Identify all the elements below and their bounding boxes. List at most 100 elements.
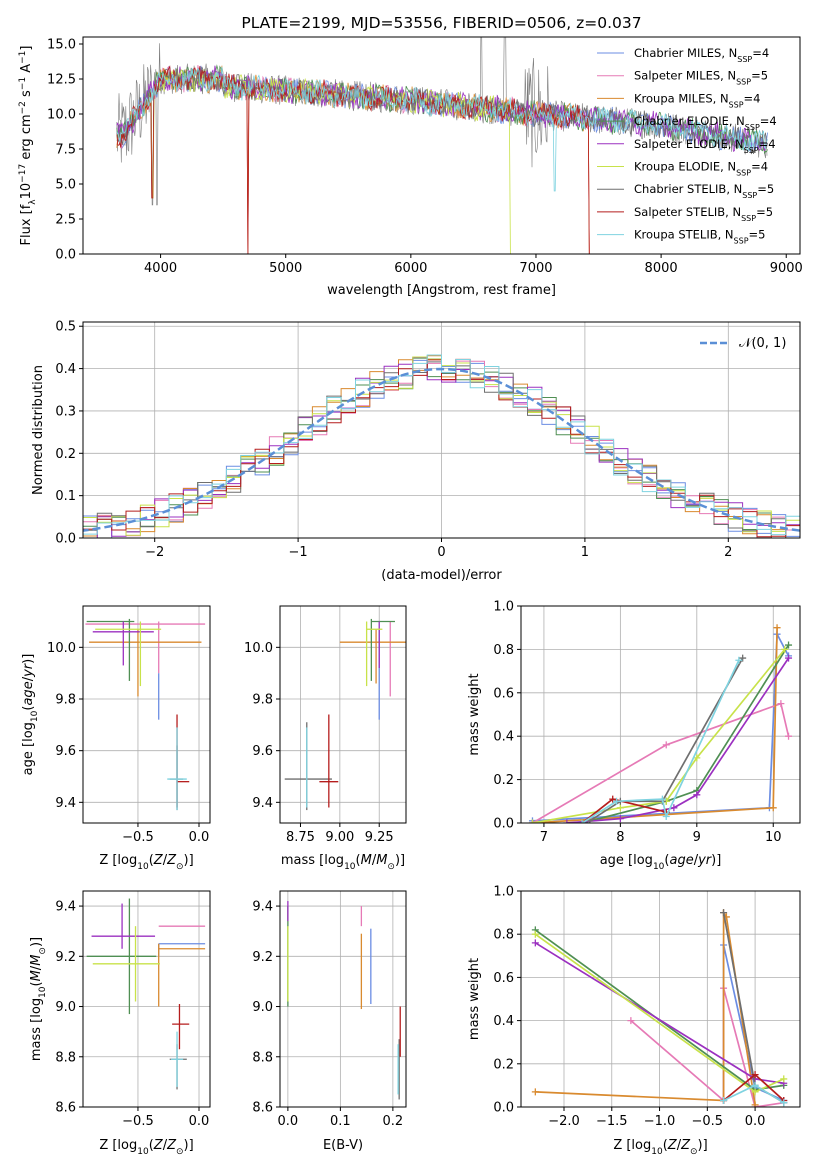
y-tick-label: 8.6 bbox=[55, 1101, 76, 1116]
weight-marker bbox=[662, 741, 670, 749]
label-part: )] bbox=[184, 1138, 194, 1153]
weight-marker bbox=[773, 624, 781, 632]
y-tick-label: 5.0 bbox=[55, 178, 76, 193]
residual-axes: −2 −1 0 1 2 0.0 0.1 0.2 0.3 0.4 0.5 (data-model)/er… bbox=[31, 320, 801, 583]
label-part: ( bbox=[149, 1138, 154, 1153]
legend-entry: Kroupa STELIB, NSSP=5 bbox=[634, 228, 765, 246]
axes-frame bbox=[82, 36, 801, 255]
weight-line bbox=[532, 702, 790, 823]
label-part: ⊙ bbox=[690, 1147, 698, 1157]
weight-marker bbox=[735, 656, 743, 664]
x-tick-label: 9 bbox=[693, 830, 701, 845]
x-tick-label: 0.0 bbox=[745, 1114, 766, 1129]
spectrum-axes: 4000 5000 6000 7000 8000 9000 0.0 2.5 5.0 7.5 10.0… bbox=[18, 14, 803, 298]
y-axis-label: Normed distribution bbox=[31, 365, 46, 495]
plot-area bbox=[86, 898, 206, 1090]
y-axis-label: mass weight bbox=[467, 958, 482, 1040]
label-part: 10 bbox=[19, 183, 34, 200]
weight-marker bbox=[780, 1099, 788, 1107]
legend-entry: Kroupa ELODIE, NSSP=4 bbox=[634, 160, 768, 178]
label-part: )] bbox=[29, 937, 44, 947]
y-tick-label: 8.8 bbox=[252, 1050, 273, 1065]
y-tick-label: 0.8 bbox=[493, 928, 514, 943]
y-tick-label: 2.5 bbox=[55, 213, 76, 228]
axes-frame bbox=[82, 605, 211, 824]
model-spectrum-line bbox=[116, 65, 590, 254]
x-tick-label: 7000 bbox=[519, 261, 552, 276]
weight-marker bbox=[751, 1088, 759, 1096]
axes-frame bbox=[520, 890, 801, 1108]
x-axis-label: E(B-V) bbox=[323, 1138, 363, 1153]
y-tick-label: 12.5 bbox=[47, 73, 76, 88]
label-part: Z [log bbox=[613, 1138, 651, 1153]
mass-z-axes: −0.5 0.08.68.89.09.29.4Z [log10(Z/Z⊙)]mas… bbox=[29, 890, 211, 1157]
weight-marker bbox=[720, 909, 728, 917]
label-part: / bbox=[163, 1138, 168, 1153]
legend-entry: 𝒩(0, 1) bbox=[739, 336, 786, 351]
x-axis-label: Z [log10(Z/Z⊙)] bbox=[613, 1138, 707, 1157]
legend-sub: SSP bbox=[737, 55, 752, 64]
x-axis-label: wavelength [Angstrom, rest frame] bbox=[327, 283, 556, 298]
label-part: 10 bbox=[344, 862, 356, 872]
y-tick-label: 0.1 bbox=[55, 489, 76, 504]
y-tick-label: 0.6 bbox=[493, 971, 514, 986]
y-tick-label: 0.2 bbox=[55, 447, 76, 462]
y-tick-label: 0.6 bbox=[493, 686, 514, 701]
y-tick-label: 10.0 bbox=[47, 641, 76, 656]
weight-marker bbox=[531, 1088, 539, 1096]
label-part: −1 bbox=[18, 77, 28, 90]
label-part: )] bbox=[21, 654, 36, 664]
weight-line bbox=[589, 657, 744, 822]
plot-area bbox=[531, 909, 788, 1107]
y-tick-label: 0.0 bbox=[55, 248, 76, 263]
label-part: ⊙ bbox=[176, 1147, 184, 1157]
label-part: M bbox=[29, 955, 44, 966]
label-part: age [log bbox=[21, 722, 36, 775]
legend-nssp: =5 bbox=[756, 205, 773, 219]
label-part: ( bbox=[29, 981, 44, 986]
label-part: )] bbox=[698, 1138, 708, 1153]
legend-sub: SSP bbox=[744, 145, 759, 154]
label-part: −17 bbox=[18, 164, 28, 183]
label-part: −2 bbox=[18, 101, 28, 114]
model-spectrum-line bbox=[116, 65, 590, 254]
label-part: Z bbox=[680, 1138, 691, 1153]
normal-reference-curve bbox=[83, 367, 800, 532]
y-tick-label: 15.0 bbox=[47, 38, 76, 53]
x-tick-label: 9.25 bbox=[365, 830, 394, 845]
label-part: 10 bbox=[651, 1147, 663, 1157]
x-tick-label: 9.00 bbox=[325, 830, 354, 845]
y-tick-label: 10.0 bbox=[244, 641, 273, 656]
legend-nssp: =5 bbox=[751, 69, 768, 83]
weight-marker bbox=[693, 754, 701, 762]
weight-marker bbox=[531, 939, 539, 947]
x-tick-label: 10 bbox=[765, 830, 782, 845]
x-axis-label: age [log10(age/yr)] bbox=[600, 853, 722, 872]
legend-entry: Salpeter MILES, NSSP=5 bbox=[634, 69, 768, 87]
legend-nssp: =5 bbox=[749, 228, 766, 242]
model-spectrum-line bbox=[116, 66, 768, 155]
x-tick-label: −2 bbox=[145, 545, 164, 560]
y-tick-label: 9.4 bbox=[55, 900, 76, 915]
label-part: λ bbox=[28, 199, 38, 205]
weight-marker bbox=[693, 791, 701, 799]
x-tick-label: 2 bbox=[724, 545, 732, 560]
y-tick-label: 9.6 bbox=[252, 744, 273, 759]
x-tick-label: 0.0 bbox=[189, 1114, 210, 1129]
x-axis-label: Z [log10(Z/Z⊙)] bbox=[99, 1138, 193, 1157]
legend-name: Kroupa MILES, N bbox=[634, 91, 729, 105]
label-part: r bbox=[706, 853, 713, 868]
label-part: Z [log bbox=[99, 1138, 137, 1153]
label-part: A bbox=[19, 64, 34, 77]
label-part: / bbox=[694, 853, 699, 868]
legend-name: Chabrier STELIB, N bbox=[634, 182, 742, 196]
label-part: ( bbox=[21, 706, 36, 711]
label-part: ⊙ bbox=[38, 947, 48, 955]
weight-marker bbox=[751, 1081, 759, 1089]
label-part: e bbox=[21, 681, 36, 689]
model-spectrum-line bbox=[116, 66, 768, 192]
label-part: y bbox=[21, 669, 36, 678]
weight-z-axes: −2.0 −1.5 −1.0 −0.5 0.0 0.0 0.2 0.4 0.6 0.8 1.0 Z [… bbox=[467, 885, 801, 1157]
label-part: / bbox=[677, 1138, 682, 1153]
legend-sub: SSP bbox=[736, 77, 751, 86]
